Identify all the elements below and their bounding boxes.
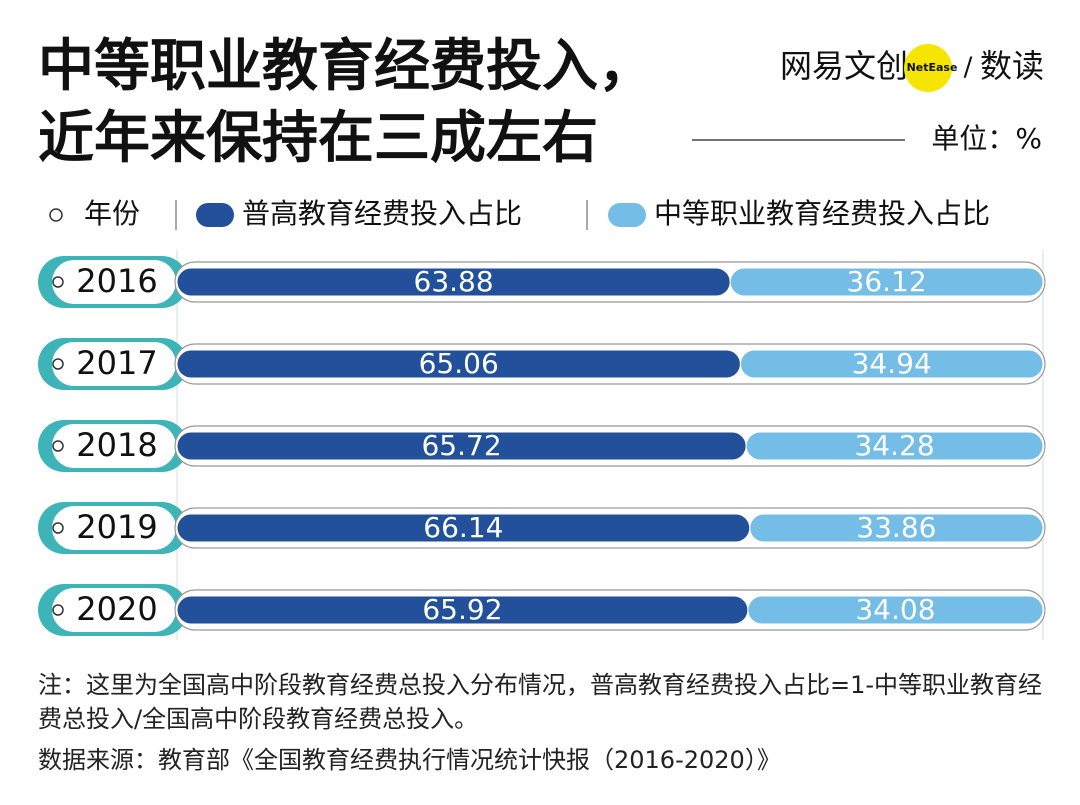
year-tab-inner xyxy=(52,342,176,386)
data-label: 36.12 xyxy=(847,265,927,298)
year-dot xyxy=(52,604,64,616)
chart: 中等职业教育经费投入， 近年来保持在三成左右 单位：% 网易文创 NetEase… xyxy=(38,34,1046,640)
data-label: 65.92 xyxy=(422,593,502,626)
year-dot xyxy=(52,276,64,288)
year-dot xyxy=(52,440,64,452)
data-label: 65.72 xyxy=(421,429,501,462)
legend-label: 中等职业教育经费投入占比 xyxy=(654,197,990,230)
bar xyxy=(749,513,1044,543)
legend-label: 普高教育经费投入占比 xyxy=(242,197,522,230)
data-label: 34.94 xyxy=(852,347,932,380)
year-tab-inner xyxy=(52,260,176,304)
y-tick-label: 2020 xyxy=(76,590,157,628)
y-tick-label: 2017 xyxy=(76,344,157,382)
source: 数据来源：教育部《全国教育经费执行情况统计快报（2016-2020）》 xyxy=(38,746,781,774)
bar xyxy=(739,349,1044,379)
bar xyxy=(745,431,1044,461)
legend-year: 年份 xyxy=(84,197,140,230)
logo-separator: / xyxy=(964,53,973,83)
data-label: 65.06 xyxy=(419,347,499,380)
data-label: 63.88 xyxy=(414,265,494,298)
year-tab-inner xyxy=(52,424,176,468)
data-label: 33.86 xyxy=(856,511,936,544)
logo-column: 数读 xyxy=(980,47,1044,85)
data-label: 66.14 xyxy=(423,511,503,544)
year-tab-inner xyxy=(52,506,176,550)
logo-badge xyxy=(904,44,952,92)
logo-badge-text: NetEase xyxy=(907,61,958,74)
year-dot xyxy=(52,522,64,534)
bar xyxy=(729,267,1044,297)
data-label: 34.28 xyxy=(854,429,934,462)
y-tick-label: 2016 xyxy=(76,262,157,300)
year-dot xyxy=(52,358,64,370)
legend-year-marker xyxy=(49,208,63,222)
y-tick-label: 2019 xyxy=(76,508,157,546)
chart-title: 中等职业教育经费投入， xyxy=(38,34,654,99)
logo-brand: 网易文创 xyxy=(780,47,908,85)
legend-swatch xyxy=(196,203,234,227)
data-label: 34.08 xyxy=(855,593,935,626)
legend-swatch xyxy=(608,203,646,227)
year-tab-inner xyxy=(52,588,176,632)
chart-title: 近年来保持在三成左右 xyxy=(38,106,598,171)
bar xyxy=(747,595,1044,625)
note: 注：这里为全国高中阶段教育经费总投入分布情况，普高教育经费投入占比=1-中等职业… xyxy=(38,671,1043,733)
unit: 单位：% xyxy=(931,122,1042,155)
y-tick-label: 2018 xyxy=(76,426,157,464)
